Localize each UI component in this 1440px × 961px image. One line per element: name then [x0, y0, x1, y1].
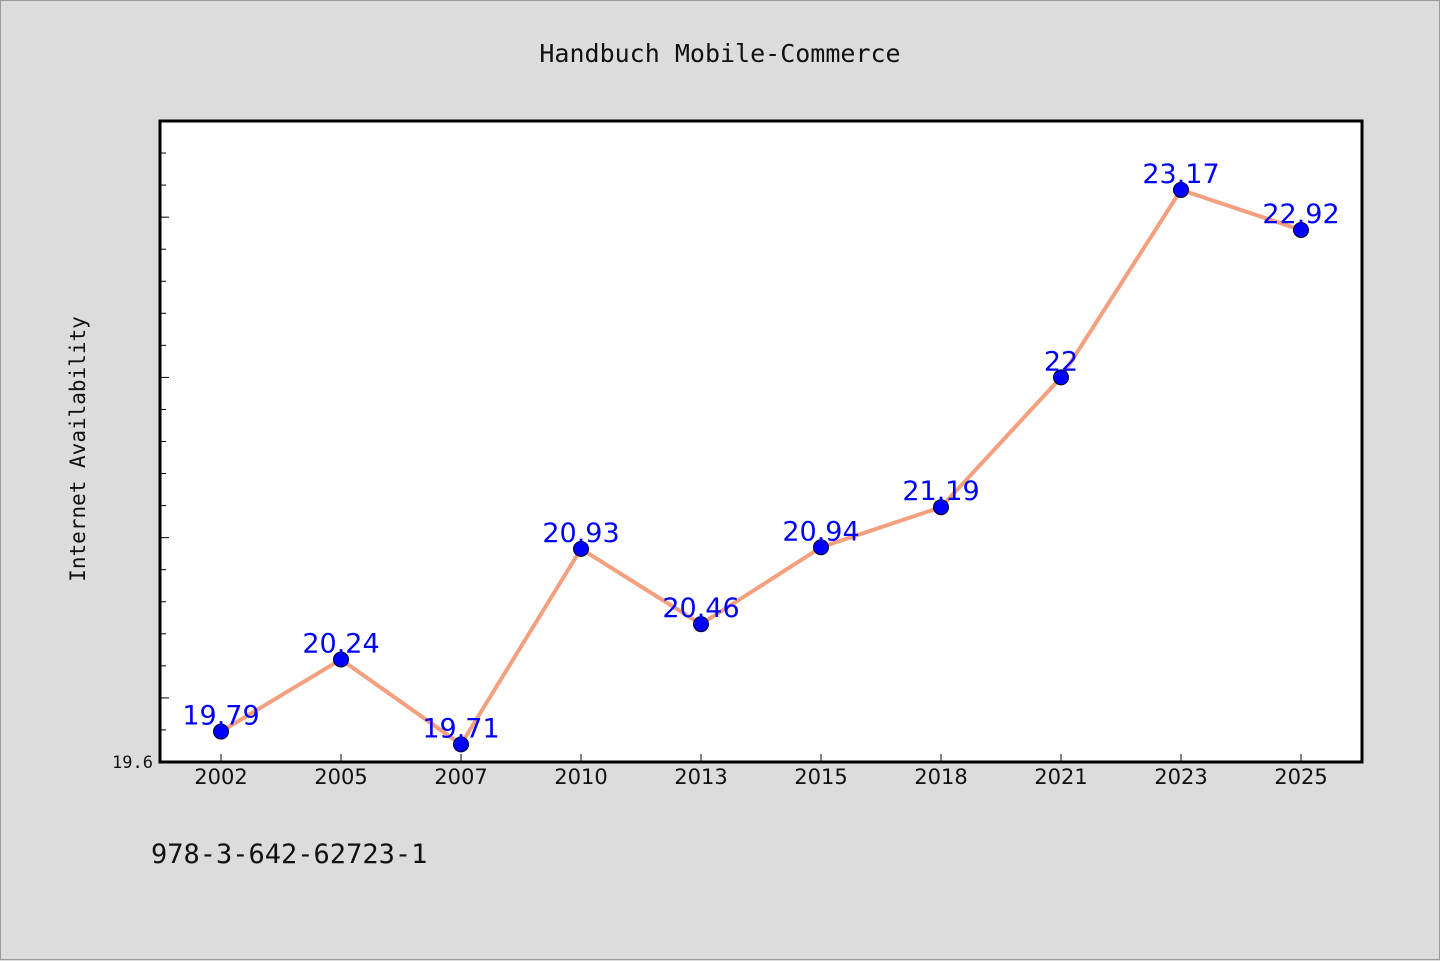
data-point	[1293, 221, 1309, 238]
x-tick-label: 2002	[194, 765, 247, 789]
x-tick-label: 2013	[674, 765, 727, 789]
data-label: 19.79	[182, 701, 259, 732]
x-tick-label: 2025	[1274, 765, 1327, 789]
data-point	[1053, 369, 1069, 386]
data-label: 23.17	[1142, 159, 1219, 190]
data-label: 19.71	[422, 713, 499, 744]
data-point	[1173, 181, 1189, 198]
data-point	[813, 539, 829, 556]
data-label: 20.46	[662, 593, 739, 624]
series-layer: 19.79 20.24 19.71 20.93 20.46 20.94 21.19 22 23.…	[182, 159, 1340, 753]
x-tick-label: 2007	[434, 765, 487, 789]
x-tick-label: 2010	[554, 765, 607, 789]
x-tick-label: 2018	[914, 765, 967, 789]
data-label: 20.93	[542, 518, 619, 549]
data-point	[453, 736, 469, 753]
x-tick-label: 2015	[794, 765, 847, 789]
data-point	[573, 540, 589, 557]
data-label: 20.24	[302, 628, 379, 659]
chart-title: Handbuch Mobile-Commerce	[539, 39, 900, 68]
y-tick-label: 19.6	[112, 753, 153, 773]
data-label: 20.94	[782, 516, 859, 547]
data-point	[933, 499, 949, 516]
data-label: 22.92	[1262, 199, 1339, 230]
isbn-label: 978-3-642-62723-1	[151, 839, 427, 870]
data-point	[213, 723, 229, 740]
data-label: 21.19	[902, 476, 979, 507]
data-point	[693, 616, 709, 633]
x-axis-ticks: 2002 2005 2007 2010 2013 2015 2018 2021 2023 2025	[194, 754, 1328, 789]
x-tick-label: 2005	[314, 765, 367, 789]
data-label: 22	[1044, 346, 1078, 377]
data-point	[333, 651, 349, 668]
x-tick-label: 2021	[1034, 765, 1087, 789]
series-line	[219, 187, 1303, 747]
y-axis-label: Internet Availability	[66, 316, 90, 582]
x-tick-label: 2023	[1154, 765, 1207, 789]
y-axis-ticks: 19.6	[112, 120, 169, 773]
plot-area	[158, 119, 1364, 764]
